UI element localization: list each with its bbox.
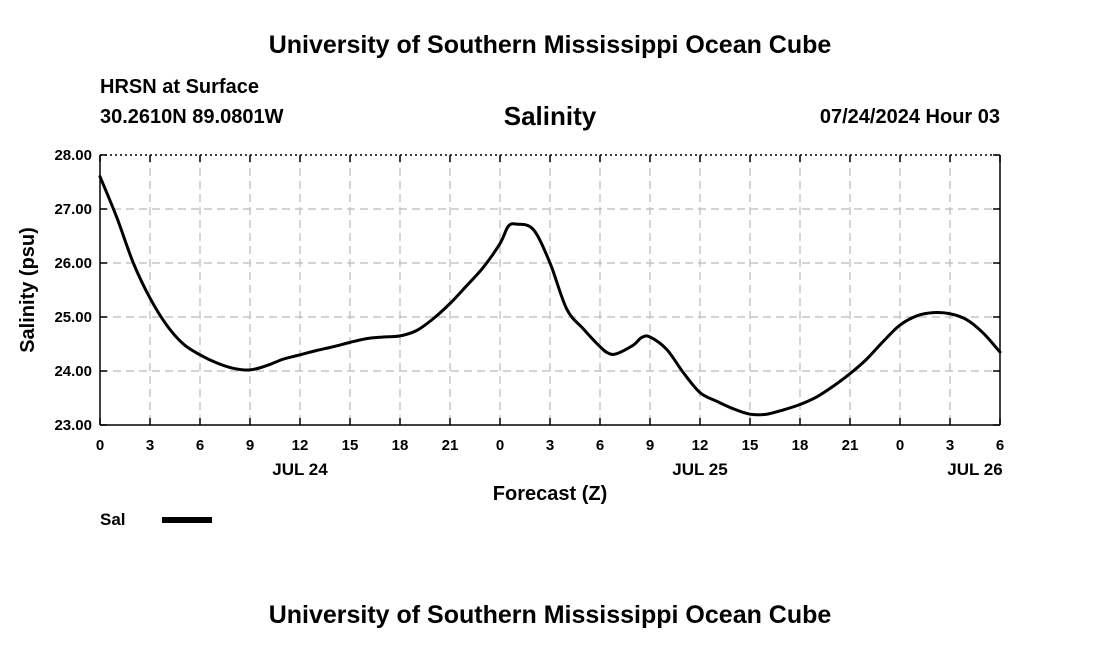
series xyxy=(98,175,1002,417)
y-tick-label: 25.00 xyxy=(54,309,92,326)
day-label: JUL 25 xyxy=(672,460,727,479)
x-tick-label: 3 xyxy=(546,437,554,454)
coordinates-label: 30.2610N 89.0801W xyxy=(100,106,284,128)
x-tick-label: 0 xyxy=(496,437,504,454)
axes xyxy=(99,154,1001,426)
axis-labels: Forecast (Z) Salinity (psu) 0 3 6 9 12 15 18 21… xyxy=(17,147,1004,505)
x-tick-label: 15 xyxy=(742,437,759,454)
x-tick-label: 9 xyxy=(246,437,254,454)
x-tick-label: 18 xyxy=(392,437,409,454)
x-tick-label: 3 xyxy=(146,437,154,454)
x-tick-label: 15 xyxy=(342,437,359,454)
y-tick-label: 26.00 xyxy=(54,255,92,272)
legend: Sal xyxy=(100,510,212,529)
x-tick-label: 6 xyxy=(596,437,604,454)
x-tick-label: 18 xyxy=(792,437,809,454)
x-tick-label: 0 xyxy=(896,437,904,454)
page-title: University of Southern Mississippi Ocean… xyxy=(268,31,832,59)
x-tick-label: 3 xyxy=(946,437,954,454)
forecast-datetime: 07/24/2024 Hour 03 xyxy=(819,106,1000,128)
y-tick-label: 23.00 xyxy=(54,417,92,434)
x-axis-label: Forecast (Z) xyxy=(493,483,607,505)
y-tick-label: 24.00 xyxy=(54,363,92,380)
x-tick-label: 21 xyxy=(442,437,459,454)
x-tick-label: 12 xyxy=(692,437,709,454)
legend-label-sal: Sal xyxy=(100,510,126,529)
day-label: JUL 24 xyxy=(272,460,328,479)
x-tick-label: 6 xyxy=(996,437,1004,454)
x-tick-label: 12 xyxy=(292,437,309,454)
y-tick-label: 28.00 xyxy=(54,147,92,164)
x-tick-label: 21 xyxy=(842,437,859,454)
footer-title: University of Southern Mississippi Ocean… xyxy=(268,601,832,629)
series-line-sal xyxy=(98,175,1002,417)
x-tick-label: 9 xyxy=(646,437,654,454)
x-tick-label: 0 xyxy=(96,437,104,454)
y-tick-label: 27.00 xyxy=(54,201,92,218)
x-tick-label: 6 xyxy=(196,437,204,454)
day-label: JUL 26 xyxy=(947,460,1002,479)
variable-title: Salinity xyxy=(503,101,597,131)
grid xyxy=(100,155,1000,425)
station-label: HRSN at Surface xyxy=(100,76,259,98)
y-axis-label: Salinity (psu) xyxy=(17,227,39,353)
